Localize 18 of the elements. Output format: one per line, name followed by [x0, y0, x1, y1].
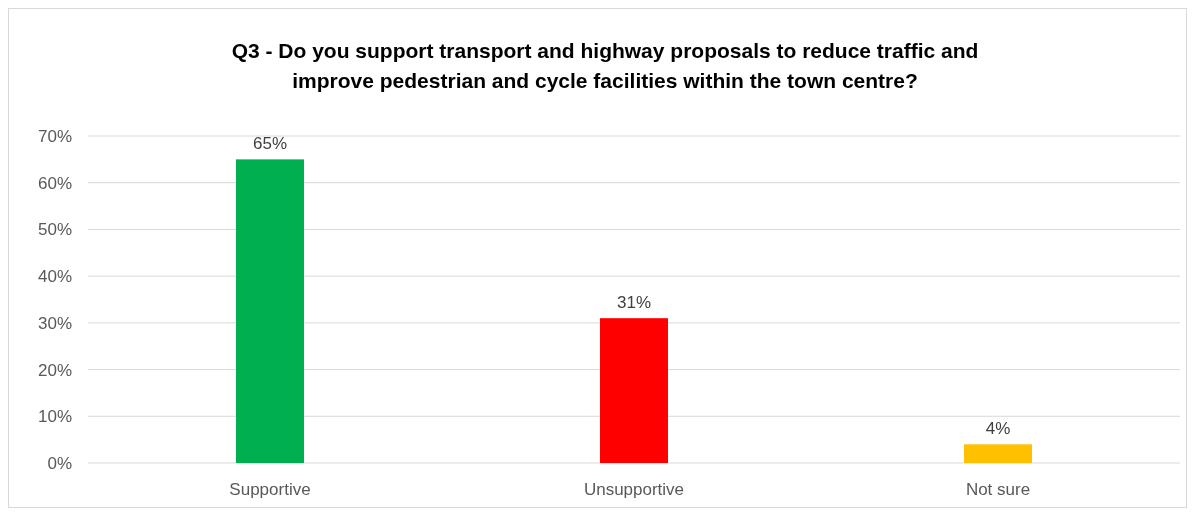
data-label: 4%	[985, 419, 1011, 439]
chart-title: Q3 - Do you support transport and highway proposals to reduce traffic and improve pedestrian and cycle facilities within the town centre?	[231, 39, 979, 92]
y-tick-label: 0%	[47, 453, 72, 473]
y-tick-label: 20%	[37, 360, 72, 380]
bar	[600, 318, 668, 463]
x-tick-label: Supportive	[229, 480, 311, 499]
y-tick-label: 30%	[37, 313, 72, 333]
y-tick-label: 50%	[37, 220, 72, 240]
data-label: 31%	[616, 293, 652, 313]
x-tick-label: Not sure	[965, 480, 1031, 499]
bar	[964, 444, 1032, 463]
x-tick-label: Unsupportive	[583, 480, 685, 499]
y-tick-label: 10%	[37, 407, 72, 427]
y-tick-label: 70%	[37, 126, 72, 146]
data-label: 65%	[252, 134, 288, 154]
y-tick-label: 60%	[37, 173, 72, 193]
bar	[236, 159, 304, 463]
y-tick-label: 40%	[37, 267, 72, 287]
